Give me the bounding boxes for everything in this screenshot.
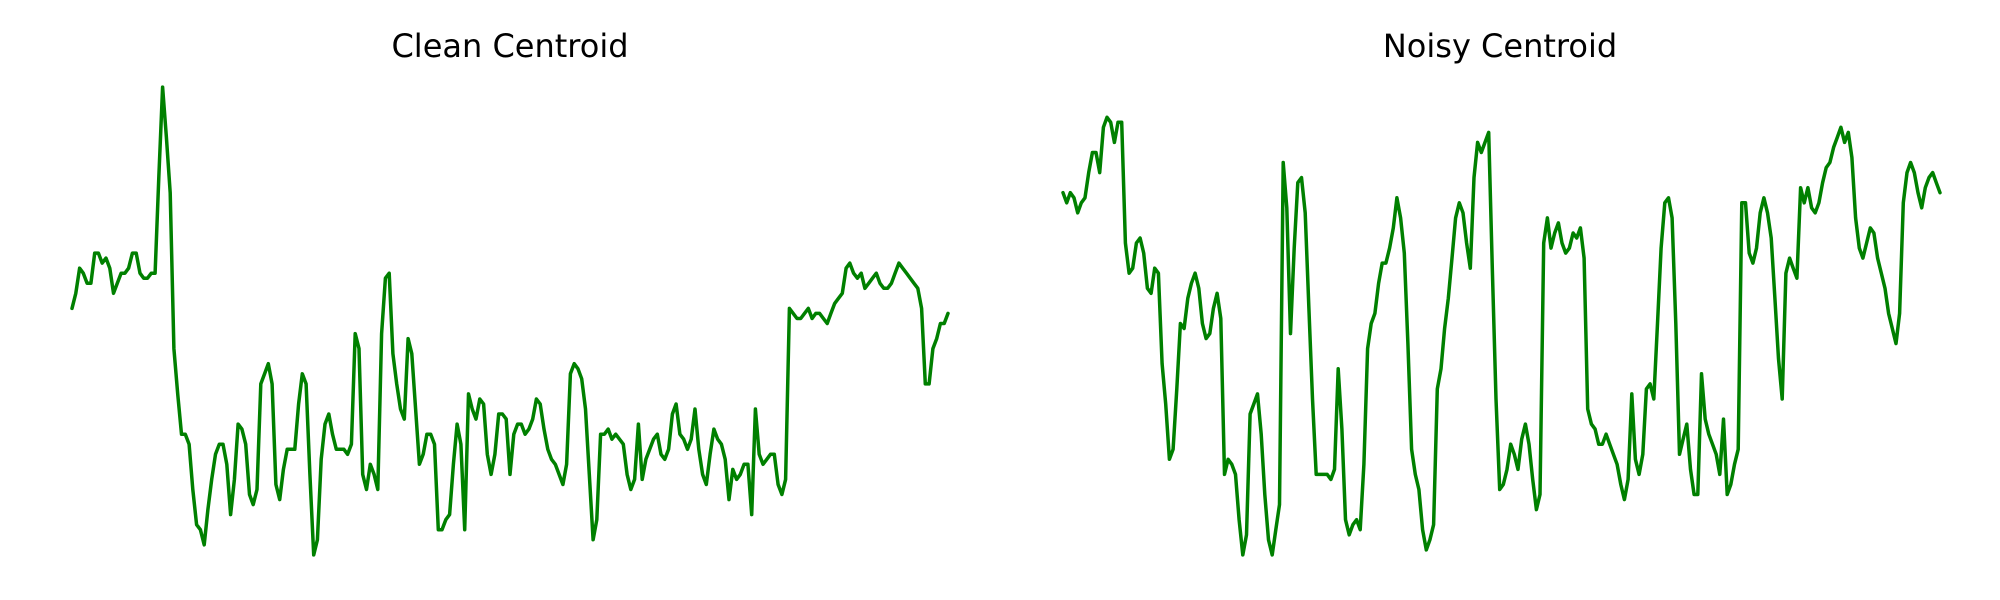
- line-series-noisy-centroid: [1061, 115, 1942, 557]
- line-series-clean-centroid: [70, 85, 950, 557]
- panel-noisy-centroid: Noisy Centroid: [1061, 27, 1942, 557]
- panel-title-noisy-centroid: Noisy Centroid: [1383, 27, 1617, 65]
- panel-title-clean-centroid: Clean Centroid: [391, 27, 628, 65]
- panel-clean-centroid: Clean Centroid: [70, 27, 950, 557]
